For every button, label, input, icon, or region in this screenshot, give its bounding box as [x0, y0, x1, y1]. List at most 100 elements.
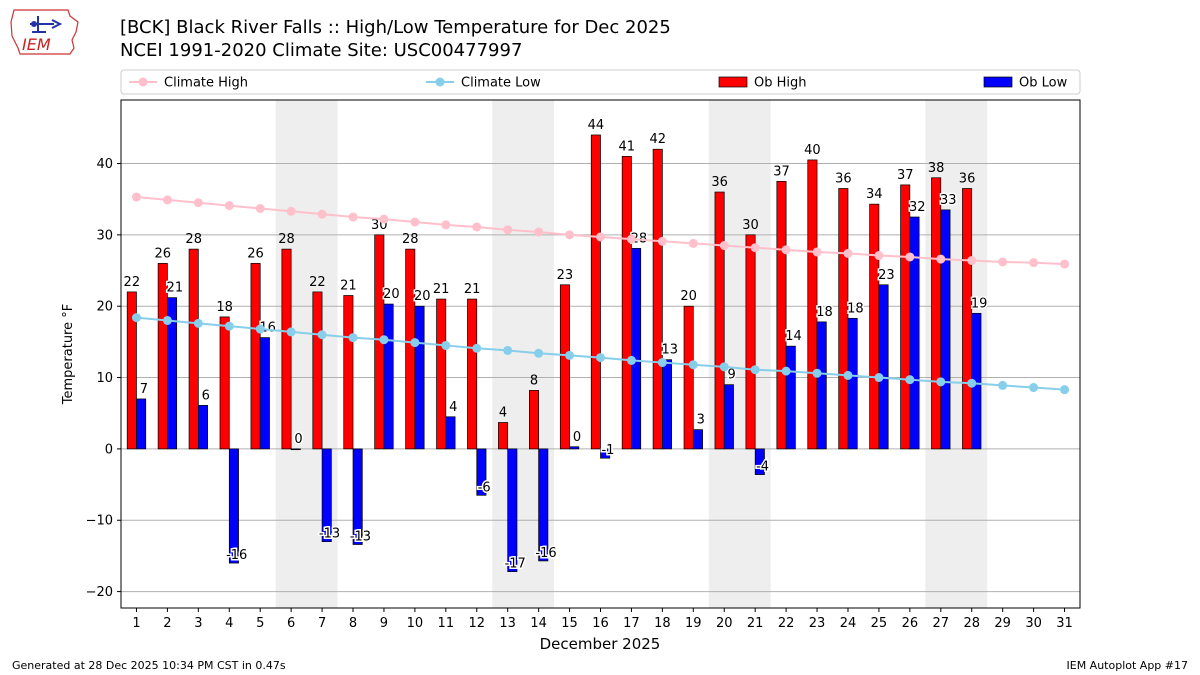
legend-box: [120, 69, 1081, 95]
ob-low-label: -16: [535, 546, 556, 561]
x-tick-label: 27: [933, 616, 950, 631]
legend-label: Ob High: [754, 76, 807, 91]
ob-low-label: -13: [350, 530, 371, 545]
ob-low-label: 14: [785, 329, 802, 344]
ob-high-label: 21: [340, 278, 357, 293]
ob-low-bar: [136, 398, 147, 450]
chart-title: [BCK] Black River Falls :: High/Low Temp…: [120, 17, 671, 38]
ob-low-bar: [569, 446, 580, 450]
ob-low-bar: [878, 284, 889, 450]
x-tick-label: 24: [840, 616, 857, 631]
ob-low-label: 6: [202, 388, 210, 403]
ob-low-bar: [909, 216, 920, 450]
ob-low-bar: [723, 384, 734, 450]
ob-high-bar: [219, 316, 230, 450]
y-tick-label: 40: [96, 157, 113, 172]
x-tick-label: 14: [530, 616, 547, 631]
weather-station-icon: [30, 16, 63, 33]
ob-high-label: 41: [619, 139, 636, 154]
climate-low-point: [812, 368, 822, 378]
legend-marker: [138, 77, 148, 87]
ob-low-bar: [167, 297, 178, 450]
ob-low-label: -16: [226, 548, 247, 563]
x-tick-label: 28: [963, 616, 980, 631]
legend-label: Ob Low: [1019, 76, 1068, 91]
y-tick-label: 0: [105, 442, 113, 457]
x-tick-label: 9: [380, 616, 388, 631]
ob-high-bar: [683, 305, 694, 450]
ob-high-bar: [838, 188, 849, 450]
legend-bar-swatch: [718, 76, 748, 88]
ob-high-bar: [590, 134, 601, 450]
ob-high-label: 21: [433, 282, 450, 297]
x-tick-label: 26: [902, 616, 919, 631]
ob-high-bar: [776, 180, 787, 450]
climate-low-point: [441, 340, 451, 350]
ob-low-label: -17: [505, 557, 526, 572]
climate-low-point: [1060, 385, 1070, 395]
climate-low-point: [410, 338, 420, 348]
climate-high-point: [719, 241, 729, 251]
x-tick-label: 8: [349, 616, 357, 631]
x-tick-label: 30: [1025, 616, 1042, 631]
climate-high-point: [781, 245, 791, 255]
climate-high-point: [626, 234, 636, 244]
ob-high-bar: [807, 159, 818, 450]
x-tick-label: 22: [778, 616, 795, 631]
climate-high-point: [193, 198, 203, 208]
climate-high-point: [812, 247, 822, 257]
climate-high-point: [874, 251, 884, 261]
climate-high-point: [441, 220, 451, 230]
y-tick-label: 10: [96, 371, 113, 386]
climate-low-point: [162, 315, 172, 325]
ob-high-label: 21: [464, 282, 481, 297]
climate-low-point: [843, 370, 853, 380]
ob-low-bar: [692, 429, 703, 450]
ob-high-label: 26: [154, 246, 171, 261]
ob-high-label: 28: [402, 232, 419, 247]
ob-low-bar: [631, 248, 642, 450]
climate-high-point: [998, 257, 1008, 267]
x-tick-label: 16: [592, 616, 609, 631]
x-tick-label: 17: [623, 616, 640, 631]
ob-high-label: 18: [216, 300, 233, 315]
climate-low-point: [998, 380, 1008, 390]
climate-low-point: [1029, 383, 1039, 393]
ob-high-bar: [528, 390, 539, 450]
ob-high-label: 28: [278, 232, 295, 247]
climate-low-point: [905, 375, 915, 385]
x-tick-label: 13: [499, 616, 516, 631]
ob-high-label: 36: [711, 175, 728, 190]
climate-high-point: [967, 256, 977, 266]
ob-high-bar: [621, 156, 632, 450]
x-tick-label: 18: [654, 616, 671, 631]
ob-high-label: 42: [649, 132, 666, 147]
climate-high-point: [565, 230, 575, 240]
ob-low-label: 21: [167, 281, 184, 296]
x-tick-label: 15: [561, 616, 578, 631]
ob-high-label: 36: [959, 171, 976, 186]
x-tick-label: 6: [287, 616, 295, 631]
ob-low-label: -4: [756, 460, 769, 475]
climate-low-point: [255, 324, 265, 334]
ob-high-bar: [405, 248, 416, 450]
climate-low-point: [286, 327, 296, 337]
y-tick-label: −20: [86, 585, 113, 600]
ob-high-bar: [250, 263, 261, 450]
climate-low-point: [472, 343, 482, 353]
ob-high-label: 23: [557, 268, 574, 283]
ob-low-label: -1: [601, 443, 614, 458]
climate-high-point: [131, 192, 141, 202]
climate-low-point: [750, 365, 760, 375]
climate-high-point: [286, 206, 296, 216]
ob-low-label: 23: [878, 268, 895, 283]
ob-high-bar: [652, 148, 663, 450]
ob-high-label: 22: [124, 275, 141, 290]
y-axis-label: Temperature °F: [61, 304, 76, 405]
x-axis-label: December 2025: [540, 635, 661, 653]
ob-high-label: 26: [247, 246, 264, 261]
climate-high-point: [936, 254, 946, 264]
ob-low-label: 20: [383, 287, 400, 302]
ob-low-bar: [940, 209, 951, 450]
climate-high-point: [503, 225, 513, 235]
